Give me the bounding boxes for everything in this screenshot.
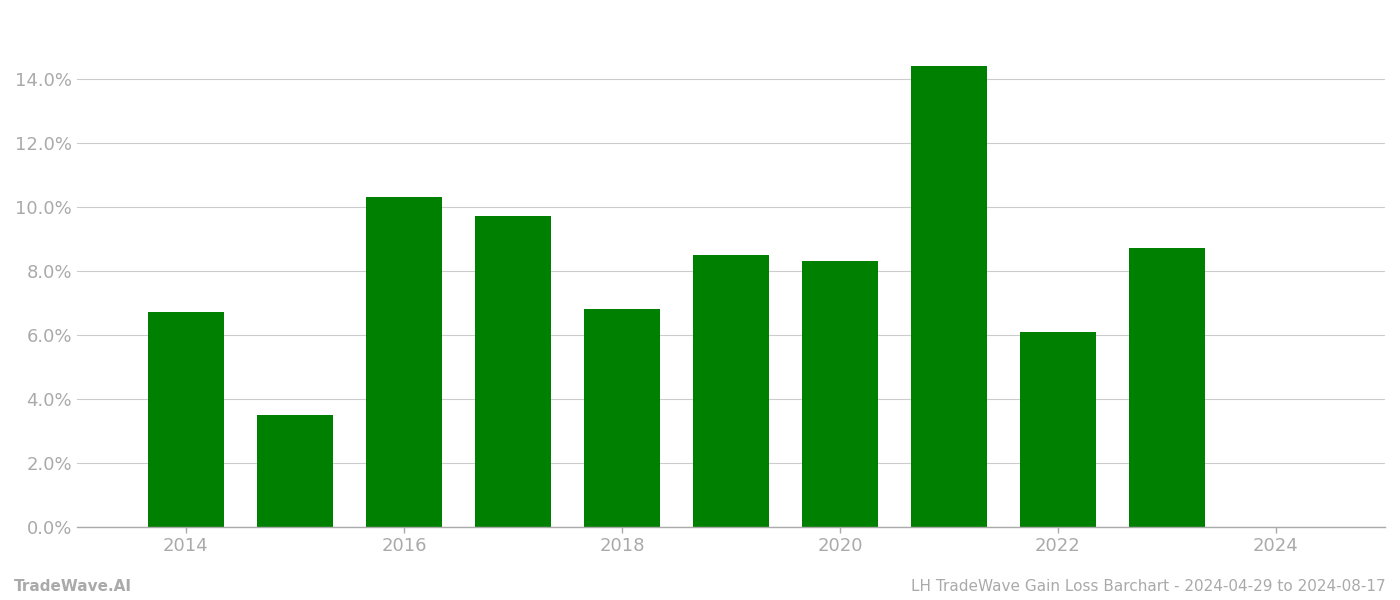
Bar <box>475 217 552 527</box>
Bar <box>256 415 333 527</box>
Text: LH TradeWave Gain Loss Barchart - 2024-04-29 to 2024-08-17: LH TradeWave Gain Loss Barchart - 2024-0… <box>911 579 1386 594</box>
Bar <box>1019 332 1096 527</box>
Bar <box>148 313 224 527</box>
Bar <box>1128 248 1205 527</box>
Bar <box>802 261 878 527</box>
Bar <box>584 309 659 527</box>
Bar <box>693 255 769 527</box>
Text: TradeWave.AI: TradeWave.AI <box>14 579 132 594</box>
Bar <box>911 66 987 527</box>
Bar <box>365 197 442 527</box>
